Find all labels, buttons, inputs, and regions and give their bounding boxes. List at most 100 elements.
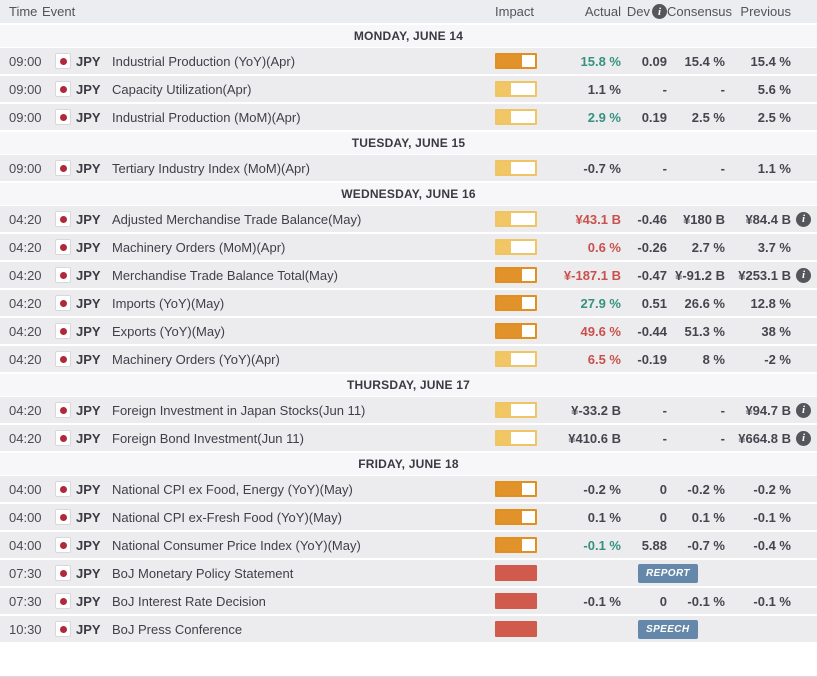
event-row[interactable]: 04:20 JPY Machinery Orders (MoM)(Apr) 0.…: [0, 234, 817, 262]
event-time: 04:20: [9, 295, 42, 311]
day-header: WEDNESDAY, JUNE 16: [0, 183, 817, 206]
actual-value: -0.2 %: [583, 481, 621, 497]
info-icon[interactable]: i: [796, 402, 811, 418]
impact-bar-fill: [497, 483, 523, 495]
event-row[interactable]: 09:00 JPY Tertiary Industry Index (MoM)(…: [0, 155, 817, 183]
impact-bar: [495, 53, 537, 69]
flag-dot: [59, 434, 67, 442]
consensus-value: 2.5 %: [691, 109, 725, 125]
dev-value: 5.88: [641, 537, 667, 553]
event-row[interactable]: 04:20 JPY Foreign Investment in Japan St…: [0, 397, 817, 425]
event-row[interactable]: 04:00 JPY National CPI ex Food, Energy (…: [0, 476, 817, 504]
currency-label: JPY: [76, 295, 101, 311]
event-title: National CPI ex Food, Energy (YoY)(May): [112, 481, 353, 497]
japan-flag-icon: [55, 81, 71, 97]
event-row[interactable]: 04:20 JPY Exports (YoY)(May) 49.6 % -0.4…: [0, 318, 817, 346]
event-title: National CPI ex-Fresh Food (YoY)(May): [112, 509, 342, 525]
event-row[interactable]: 09:00 JPY Capacity Utilization(Apr) 1.1 …: [0, 76, 817, 104]
flag-cell: [50, 53, 76, 69]
flag-cell: [50, 109, 76, 125]
day-header-label: THURSDAY, JUNE 17: [347, 378, 470, 392]
japan-flag-icon: [55, 593, 71, 609]
impact-bar: [495, 621, 537, 637]
impact-bar: [495, 81, 537, 97]
info-icon[interactable]: i: [796, 267, 811, 283]
dev-value: 0.09: [641, 53, 667, 69]
flag-dot: [59, 625, 67, 633]
dev-label: Dev: [626, 4, 650, 19]
event-row[interactable]: 09:00 JPY Industrial Production (MoM)(Ap…: [0, 104, 817, 132]
values: 15.8 % 0.09 15.4 % 15.4 % i: [551, 54, 817, 69]
japan-flag-icon: [55, 109, 71, 125]
values: 6.5 % -0.19 8 % -2 % i: [551, 352, 817, 367]
impact-cell: [495, 565, 537, 581]
day-section: MONDAY, JUNE 14 09:00 JPY Industrial Pro…: [0, 25, 817, 132]
impact-cell: [495, 109, 537, 125]
event-badge[interactable]: REPORT: [638, 563, 698, 583]
flag-dot: [59, 485, 67, 493]
event-row[interactable]: 10:30 JPY BoJ Press Conference SPEECH: [0, 616, 817, 644]
event-title: Capacity Utilization(Apr): [112, 81, 252, 97]
impact-cell: [495, 53, 537, 69]
previous-value: 2.5 %: [757, 109, 791, 125]
actual-value: 15.8 %: [580, 53, 621, 69]
previous-info-cell: i: [791, 324, 813, 339]
currency-label: JPY: [76, 211, 101, 227]
event-title: Foreign Investment in Japan Stocks(Jun 1…: [112, 402, 366, 418]
consensus-value: 2.7 %: [691, 239, 725, 255]
event-row[interactable]: 07:30 JPY BoJ Monetary Policy Statement …: [0, 560, 817, 588]
consensus-value: 26.6 %: [684, 295, 725, 311]
previous-info-cell: i: [791, 267, 813, 283]
impact-bar: [495, 267, 537, 283]
event-row[interactable]: 04:00 JPY National Consumer Price Index …: [0, 532, 817, 560]
values: -0.2 % 0 -0.2 % -0.2 % i: [551, 482, 817, 497]
info-icon[interactable]: i: [796, 430, 811, 446]
previous-info-cell: i: [791, 240, 813, 255]
values: 1.1 % - - 5.6 % i: [551, 82, 817, 97]
consensus-value: 8 %: [702, 351, 725, 367]
actual-value: 2.9 %: [587, 109, 621, 125]
badge-area: SPEECH: [551, 619, 817, 639]
event-row[interactable]: 09:00 JPY Industrial Production (YoY)(Ap…: [0, 48, 817, 76]
day-section: TUESDAY, JUNE 15 09:00 JPY Tertiary Indu…: [0, 132, 817, 183]
event-time: 04:00: [9, 481, 42, 497]
info-icon[interactable]: i: [796, 211, 811, 227]
japan-flag-icon: [55, 621, 71, 637]
previous-info-cell: i: [791, 352, 813, 367]
event-row[interactable]: 04:20 JPY Foreign Bond Investment(Jun 11…: [0, 425, 817, 453]
event-row[interactable]: 04:20 JPY Machinery Orders (YoY)(Apr) 6.…: [0, 346, 817, 374]
previous-value: ¥664.8 B: [738, 430, 791, 446]
currency-label: JPY: [76, 481, 101, 497]
flag-dot: [59, 299, 67, 307]
event-title: Machinery Orders (MoM)(Apr): [112, 239, 286, 255]
event-row[interactable]: 04:20 JPY Merchandise Trade Balance Tota…: [0, 262, 817, 290]
actual-value: 6.5 %: [587, 351, 621, 367]
flag-cell: [50, 537, 76, 553]
consensus-value: ¥-91.2 B: [675, 267, 725, 283]
event-row[interactable]: 07:30 JPY BoJ Interest Rate Decision -0.…: [0, 588, 817, 616]
previous-value: 1.1 %: [757, 160, 791, 176]
values: 0.1 % 0 0.1 % -0.1 % i: [551, 510, 817, 525]
impact-bar-fill: [497, 213, 511, 225]
flag-dot: [59, 406, 67, 414]
event-badge[interactable]: SPEECH: [638, 619, 698, 639]
event-row[interactable]: 04:20 JPY Imports (YoY)(May) 27.9 % 0.51…: [0, 290, 817, 318]
event-row[interactable]: 04:00 JPY National CPI ex-Fresh Food (Yo…: [0, 504, 817, 532]
japan-flag-icon: [55, 53, 71, 69]
impact-cell: [495, 160, 537, 176]
flag-dot: [59, 85, 67, 93]
impact-bar: [495, 593, 537, 609]
event-row[interactable]: 04:20 JPY Adjusted Merchandise Trade Bal…: [0, 206, 817, 234]
actual-value: 0.6 %: [587, 239, 621, 255]
event-title: Merchandise Trade Balance Total(May): [112, 267, 338, 283]
impact-bar: [495, 537, 537, 553]
currency-label: JPY: [76, 81, 101, 97]
impact-bar-fill: [497, 269, 523, 281]
flag-dot: [59, 243, 67, 251]
flag-cell: [50, 211, 76, 227]
dev-info-icon[interactable]: i: [652, 4, 667, 19]
dev-value: 0: [659, 481, 667, 497]
impact-bar-fill: [497, 404, 511, 416]
values: 0.6 % -0.26 2.7 % 3.7 % i: [551, 240, 817, 255]
day-section: WEDNESDAY, JUNE 16 04:20 JPY Adjusted Me…: [0, 183, 817, 374]
